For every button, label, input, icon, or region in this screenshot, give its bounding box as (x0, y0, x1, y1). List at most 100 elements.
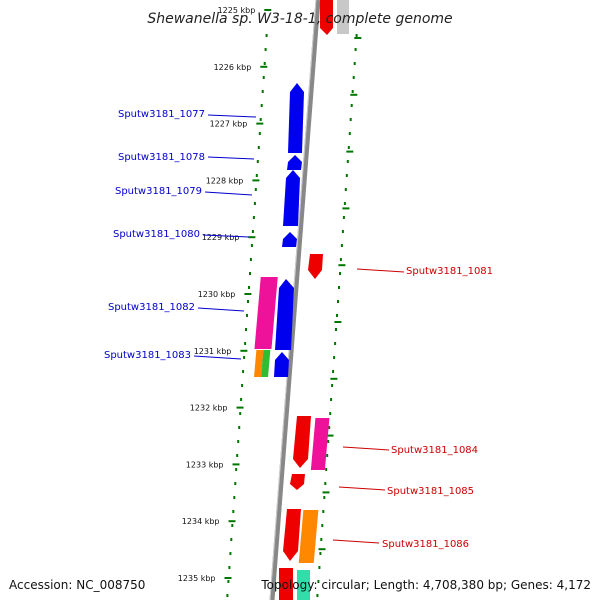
gene-label-1084[interactable]: Sputw3181_1084 (391, 445, 478, 456)
kbp-minor-tick (338, 264, 346, 267)
tick-dot (233, 496, 236, 499)
tick-dot (343, 202, 346, 205)
kbp-label: 1233 kbp (186, 460, 224, 469)
gene-arrow-1079[interactable] (283, 170, 300, 226)
tick-dot (335, 328, 337, 331)
gene-label-1083[interactable]: Sputw3181_1083 (104, 350, 191, 361)
gene-arrow-1082[interactable] (254, 277, 278, 349)
kbp-major-tick (228, 520, 236, 523)
kbp-label: 1227 kbp (210, 120, 248, 129)
tick-track-left (226, 34, 268, 597)
gene-arrow-bottom-red[interactable] (279, 568, 293, 600)
gene-label-1080[interactable]: Sputw3181_1080 (113, 229, 200, 240)
kbp-labels: 1225 kbp 1226 kbp 1227 kbp 1228 kbp 1229 kbp… (178, 6, 362, 583)
tick-track-right (316, 34, 358, 597)
tick-dot (338, 286, 340, 289)
tick-dot (247, 300, 249, 303)
gene-arrow-1086-orange[interactable] (298, 510, 319, 563)
tick-dot (229, 552, 232, 555)
tick-dot (352, 76, 355, 79)
tick-dot (323, 496, 326, 499)
gene-arrow-top-grey[interactable] (337, 0, 349, 34)
tick-dot (237, 440, 240, 443)
gene-arrow-1081[interactable] (308, 254, 323, 279)
tick-dot (253, 202, 256, 205)
kbp-label: 1235 kbp (178, 574, 216, 583)
gene-arrow-1086[interactable] (283, 509, 301, 561)
tick-dot (258, 132, 261, 135)
gene-arrow-top-red[interactable] (320, 0, 333, 35)
gene-arrow-1078[interactable] (287, 155, 302, 170)
tick-dot (250, 244, 253, 247)
tick-dot (320, 538, 323, 541)
gene-label-1077[interactable]: Sputw3181_1077 (118, 109, 205, 120)
gene-arrow-1084[interactable] (293, 416, 311, 468)
kbp-label: 1230 kbp (198, 290, 236, 299)
tick-dot (328, 426, 331, 429)
gene-arrow-1083-blue[interactable] (274, 352, 289, 377)
kbp-label: 1234 kbp (182, 517, 220, 526)
gene-arrow-1077[interactable] (288, 83, 304, 153)
tick-dot (321, 524, 324, 527)
tick-dot (337, 300, 339, 303)
tick-dot (344, 188, 347, 191)
tick-dot (349, 118, 352, 121)
tick-dot (235, 468, 238, 471)
tick-dot (348, 132, 351, 135)
tick-dot (254, 188, 257, 191)
gene-label-1078[interactable]: Sputw3181_1078 (118, 152, 205, 163)
tick-dot (262, 76, 265, 79)
gene-arrow-1082-blue[interactable] (275, 279, 294, 350)
gene-label-1085[interactable]: Sputw3181_1085 (387, 486, 474, 497)
kbp-major-tick (236, 406, 244, 409)
gene-arrow-1080[interactable] (282, 232, 297, 247)
tick-dot (327, 440, 330, 443)
gene-arrow-1083-orange[interactable] (254, 350, 264, 377)
gene-arrow-1085[interactable] (290, 474, 305, 490)
tick-dot (325, 468, 328, 471)
kbp-label: 1228 kbp (206, 176, 244, 185)
tick-dot (243, 356, 246, 359)
tick-dot (242, 370, 245, 373)
tick-dot (342, 216, 345, 219)
tick-dot (334, 342, 337, 345)
accession-text: Accession: NC_008750 (9, 578, 146, 592)
tick-dot (246, 314, 248, 317)
tick-dot (339, 272, 341, 275)
tick-dot (228, 566, 231, 569)
tick-dot (354, 48, 357, 51)
tick-dot (232, 510, 235, 513)
kbp-major-tick (256, 122, 264, 125)
gene-callouts: Sputw3181_1077 Sputw3181_1078 Sputw3181_… (104, 109, 493, 550)
tick-dot (330, 398, 333, 401)
gene-label-1082[interactable]: Sputw3181_1082 (108, 302, 195, 313)
gene-label-1086[interactable]: Sputw3181_1086 (382, 539, 469, 550)
tick-dot (351, 90, 354, 93)
tick-dot (326, 454, 329, 457)
kbp-major-tick (240, 349, 248, 352)
kbp-major-tick (260, 65, 268, 68)
kbp-major-tick (264, 9, 272, 11)
tick-dot (234, 482, 237, 485)
tick-dot (355, 34, 358, 37)
kbp-major-tick (252, 179, 260, 182)
gene-arrow-bottom-teal[interactable] (297, 570, 310, 600)
gene-label-1079[interactable]: Sputw3181_1079 (115, 186, 202, 197)
tick-dot (260, 104, 263, 107)
kbp-minor-tick (354, 37, 362, 39)
tick-dot (347, 146, 350, 149)
gene-label-1081[interactable]: Sputw3181_1081 (406, 266, 493, 277)
gene-arrow-1084-magenta[interactable] (310, 418, 330, 470)
kbp-label: 1225 kbp (218, 6, 256, 15)
tick-dot (249, 258, 252, 261)
kbp-minor-tick (342, 207, 350, 210)
tick-dot (236, 454, 239, 457)
gene-arrow-1083-green[interactable] (261, 350, 271, 377)
tick-dot (346, 160, 349, 163)
tick-dot (319, 552, 322, 555)
tick-dot (248, 286, 250, 289)
kbp-minor-tick (346, 150, 354, 153)
kbp-major-tick (232, 463, 240, 466)
tick-dot (317, 580, 320, 583)
